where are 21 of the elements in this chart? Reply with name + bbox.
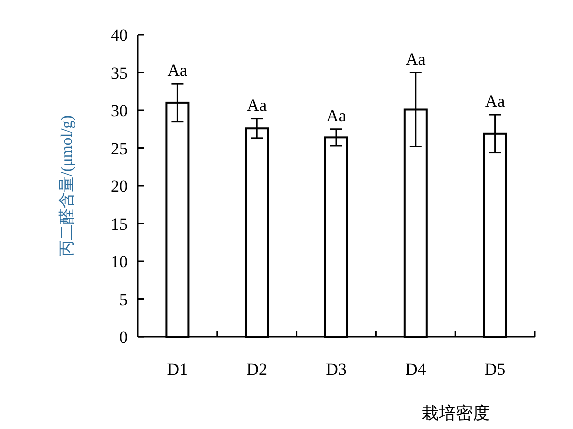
x-axis-title: 栽培密度 (422, 404, 490, 423)
x-tick-label: D4 (406, 360, 427, 379)
y-tick-label: 30 (111, 102, 128, 120)
y-tick-label: 40 (111, 26, 128, 45)
y-tick-label: 5 (120, 290, 128, 310)
y-tick-label: 0 (120, 328, 128, 347)
y-tick-label: 25 (111, 139, 128, 158)
annotation: Aa (406, 50, 426, 69)
y-tick-label: 15 (111, 214, 128, 234)
annotation: Aa (168, 61, 188, 80)
y-tick-label: 20 (111, 177, 128, 196)
annotation: Aa (485, 92, 506, 112)
y-tick-label: 10 (111, 252, 128, 272)
x-tick-label: D1 (167, 360, 188, 379)
y-axis-title: 丙二醛含量/(μmol/g) (58, 115, 76, 257)
x-tick-label: D5 (484, 360, 506, 379)
x-tick-label: D2 (246, 360, 268, 379)
y-tick-label: 35 (111, 64, 128, 83)
x-tick-label: D3 (326, 360, 347, 379)
annotation: Aa (247, 96, 268, 115)
annotation: Aa (326, 106, 347, 126)
